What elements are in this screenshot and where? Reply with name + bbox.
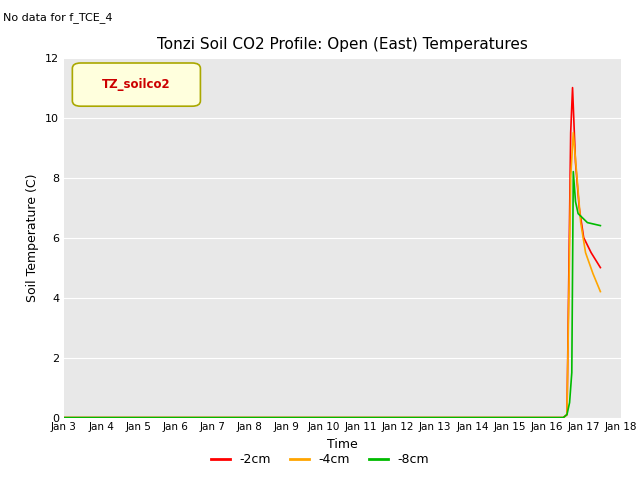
-2cm — [575, 205, 583, 211]
-8cm — [561, 413, 569, 419]
-4cm — [596, 288, 604, 294]
-8cm — [574, 211, 582, 216]
-2cm — [596, 265, 604, 271]
-2cm — [563, 412, 571, 418]
-8cm — [568, 370, 575, 375]
-8cm — [566, 400, 573, 406]
Line: -2cm: -2cm — [64, 88, 600, 418]
-8cm — [572, 199, 579, 204]
Text: No data for f_TCE_4: No data for f_TCE_4 — [3, 12, 113, 23]
FancyBboxPatch shape — [72, 63, 200, 106]
Line: -8cm: -8cm — [64, 172, 600, 418]
-8cm — [60, 415, 68, 420]
-4cm — [60, 415, 68, 420]
-4cm — [589, 271, 596, 276]
-8cm — [563, 412, 571, 418]
-4cm — [573, 175, 581, 180]
-4cm — [570, 130, 577, 135]
-2cm — [572, 160, 579, 166]
X-axis label: Time: Time — [327, 438, 358, 451]
Line: -4cm: -4cm — [64, 132, 600, 418]
-2cm — [567, 130, 575, 135]
-2cm — [580, 235, 588, 240]
-8cm — [570, 169, 577, 175]
-2cm — [588, 250, 595, 255]
-4cm — [577, 220, 584, 226]
-2cm — [569, 85, 577, 91]
-4cm — [582, 250, 589, 255]
Text: TZ_soilco2: TZ_soilco2 — [102, 78, 171, 91]
-8cm — [559, 415, 567, 420]
-2cm — [559, 415, 567, 420]
-2cm — [60, 415, 68, 420]
-4cm — [563, 412, 571, 418]
Title: Tonzi Soil CO2 Profile: Open (East) Temperatures: Tonzi Soil CO2 Profile: Open (East) Temp… — [157, 37, 528, 52]
-8cm — [584, 220, 591, 226]
-4cm — [567, 175, 575, 180]
Y-axis label: Soil Temperature (C): Soil Temperature (C) — [26, 173, 40, 302]
-4cm — [559, 415, 567, 420]
Legend: -2cm, -4cm, -8cm: -2cm, -4cm, -8cm — [206, 448, 434, 471]
-8cm — [596, 223, 604, 228]
